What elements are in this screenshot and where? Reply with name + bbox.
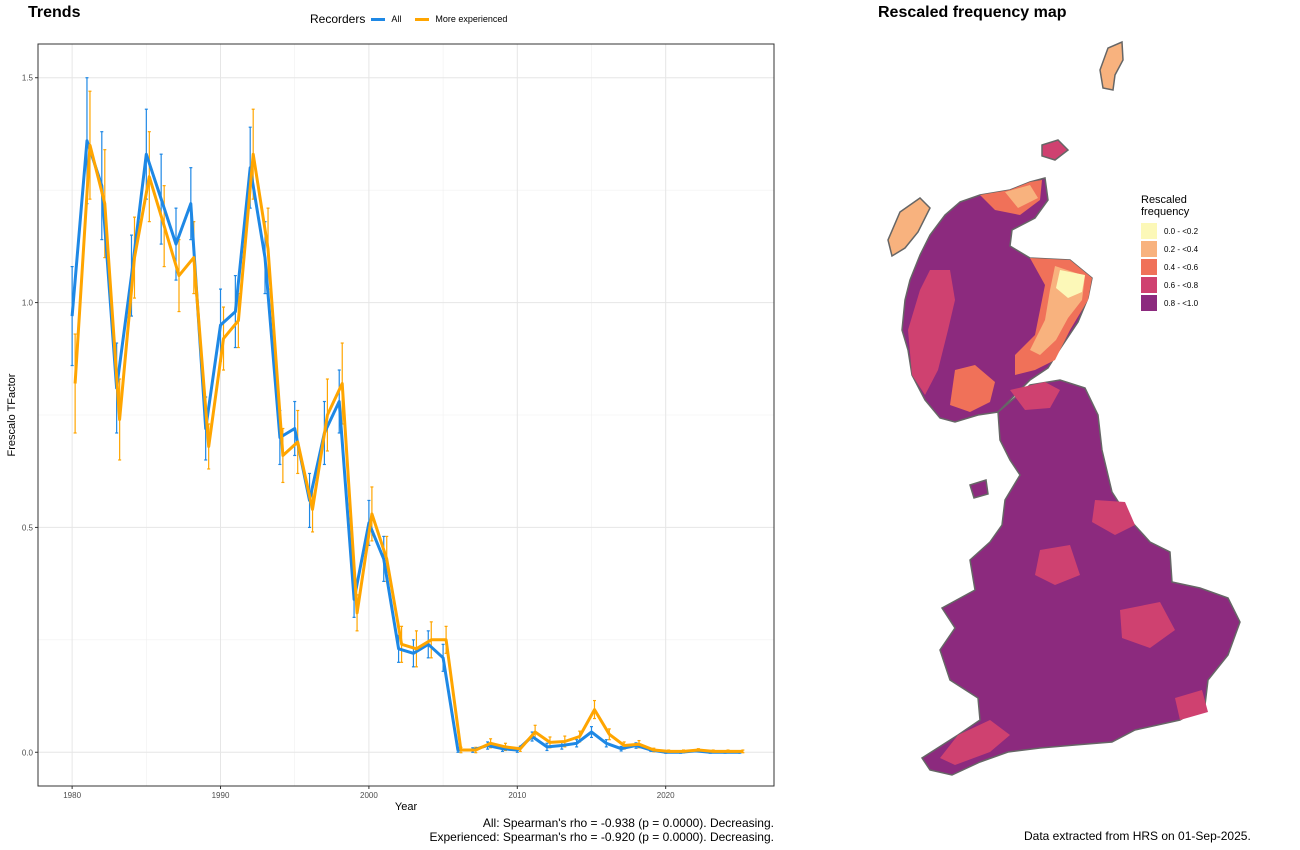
data-credit: Data extracted from HRS on 01-Sep-2025. <box>1024 829 1251 843</box>
map-legend-row: 0.4 - <0.6 <box>1141 258 1211 276</box>
map-legend-swatch <box>1141 295 1157 311</box>
map-patch-southeast <box>1120 602 1175 648</box>
map-orkney <box>1041 139 1070 161</box>
x-axis-label: Year <box>395 801 418 813</box>
map-patch-midlands <box>1092 500 1135 535</box>
series-line-all <box>70 139 740 754</box>
legend-label-experienced: More experienced <box>435 14 508 24</box>
plot-panel <box>37 43 775 787</box>
map-patch-highlands-west <box>908 270 955 395</box>
map-patch-cornwall <box>940 720 1010 765</box>
map-patch-south <box>1175 690 1208 720</box>
legend-label-all: All <box>391 14 402 24</box>
map-legend-label: 0.8 - <1.0 <box>1164 298 1199 308</box>
map-patch-southwest-scotland <box>950 365 995 412</box>
legend-title: Recorders <box>310 12 366 26</box>
y-tick-label: 0.0 <box>22 748 34 757</box>
map-patch-north-coast-light <box>1005 185 1038 208</box>
map-legend-row: 0.2 - <0.4 <box>1141 240 1211 258</box>
x-tick-label: 2000 <box>360 791 378 800</box>
y-axis-label: Frescalo TFactor <box>6 373 18 456</box>
y-tick-label: 1.0 <box>22 299 34 308</box>
map-legend-row: 0.6 - <0.8 <box>1141 276 1211 294</box>
map-anglesey <box>969 479 989 499</box>
map-landmass <box>887 40 1241 776</box>
map-hebrides <box>887 197 931 258</box>
x-tick-label: 1980 <box>63 791 81 800</box>
map-legend-row: 0.8 - <1.0 <box>1141 294 1211 312</box>
map-legend-label: 0.2 - <0.4 <box>1164 244 1199 254</box>
x-tick-label: 1990 <box>212 791 230 800</box>
map-legend: Rescaled frequency 0.0 - <0.2 0.2 - <0.4… <box>1141 194 1211 312</box>
map-shetland <box>1099 40 1124 91</box>
legend-swatch-experienced <box>415 17 430 21</box>
map-legend-label: 0.0 - <0.2 <box>1164 226 1199 236</box>
map-legend-swatch <box>1141 241 1157 257</box>
x-tick-label: 2010 <box>508 791 526 800</box>
map-legend-swatch <box>1141 259 1157 275</box>
map-patch-borders <box>1010 382 1060 410</box>
stat-experienced: Experienced: Spearman's rho = -0.920 (p … <box>429 830 775 844</box>
map-title: Rescaled frequency map <box>878 4 1067 21</box>
map-patch-wales <box>1035 545 1080 585</box>
map-legend-label: 0.4 - <0.6 <box>1164 262 1199 272</box>
chart-legend: Recorders All More experienced <box>310 12 515 26</box>
map-legend-title: Rescaled frequency <box>1141 194 1190 218</box>
legend-swatch-all <box>371 17 386 21</box>
map-legend-swatch <box>1141 277 1157 293</box>
trends-chart: 0.0 0.5 1.0 1.5 1980 1990 2000 2010 2020 Year Fres… <box>6 43 775 813</box>
stat-all: All: Spearman's rho = -0.938 (p = 0.0000… <box>482 816 774 830</box>
series-line-experienced <box>73 143 743 753</box>
map-patch-buchan <box>1056 270 1085 298</box>
map-legend-row: 0.0 - <0.2 <box>1141 222 1211 240</box>
map-legend-swatch <box>1141 223 1157 239</box>
trends-title: Trends <box>28 4 81 21</box>
map-frequency-patches <box>908 180 1208 765</box>
x-tick-label: 2020 <box>657 791 675 800</box>
y-tick-label: 0.5 <box>22 523 34 532</box>
y-tick-label: 1.5 <box>22 74 34 83</box>
map-legend-label: 0.6 - <0.8 <box>1164 280 1199 290</box>
frequency-map <box>887 40 1241 776</box>
